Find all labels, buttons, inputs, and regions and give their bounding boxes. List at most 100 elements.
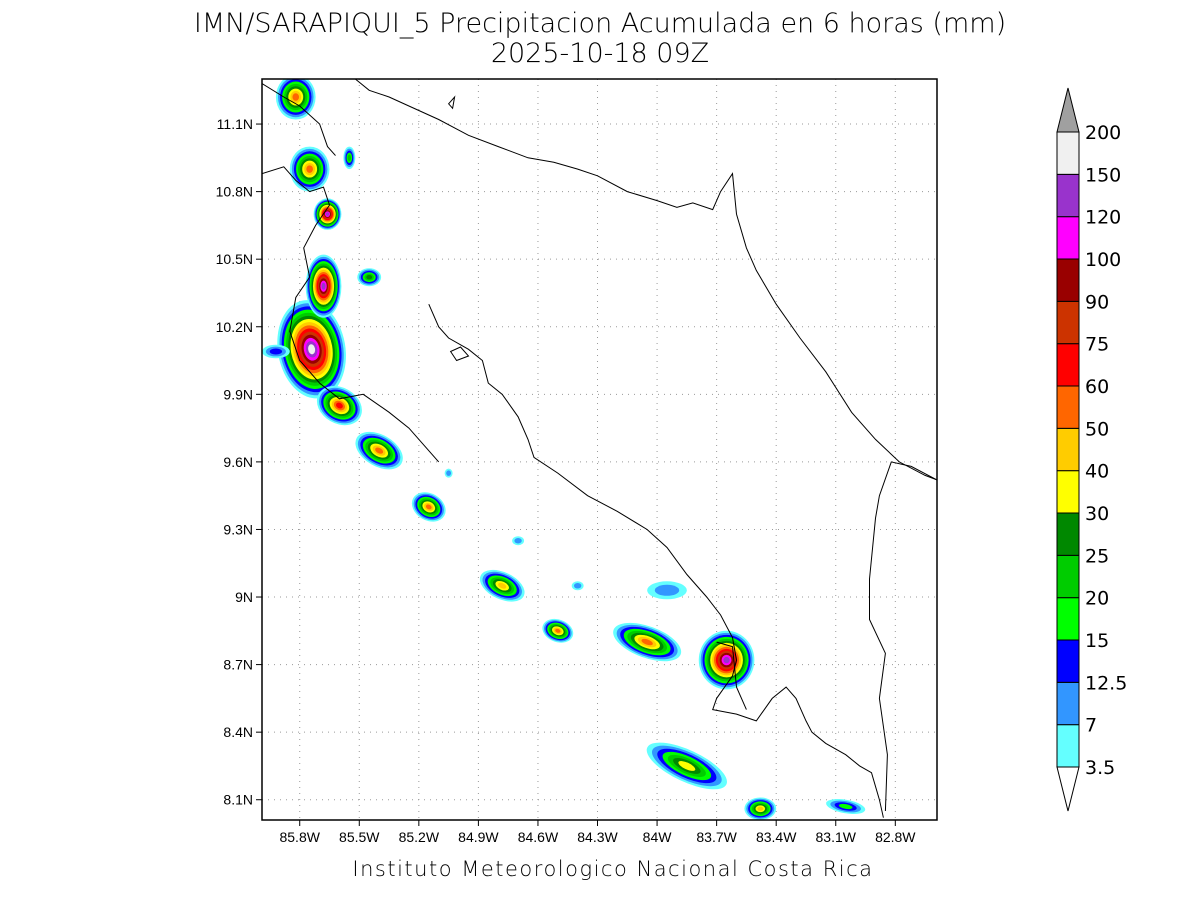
lat-tick-label: 9.9N [223, 386, 253, 402]
precip-cell [289, 146, 330, 192]
colorbar-swatch [1056, 597, 1080, 641]
colorbar-label: 30 [1085, 503, 1109, 525]
colorbar-swatch [1056, 639, 1080, 683]
colorbar-swatch [1056, 131, 1080, 175]
precip-contour [446, 470, 452, 476]
precip-cell [277, 300, 346, 399]
lat-tick-label: 9.3N [223, 521, 253, 537]
coastline [428, 303, 884, 818]
precip-cell [275, 79, 316, 120]
precip-cell [744, 797, 777, 820]
precip-contour [723, 656, 730, 664]
precip-cell [343, 146, 356, 170]
lat-tick-label: 10.5N [216, 251, 253, 267]
precip-contour [308, 344, 316, 355]
colorbar-label: 120 [1085, 207, 1121, 229]
colorbar-label: 50 [1085, 418, 1109, 440]
lat-tick-label: 10.2N [216, 319, 253, 335]
precip-contour [425, 504, 432, 510]
colorbar-label: 75 [1085, 334, 1109, 356]
colorbar-label: 25 [1085, 545, 1109, 567]
colorbar-swatch [1056, 554, 1080, 599]
precip-contour [641, 638, 653, 646]
precip-cell [479, 569, 525, 602]
map-valid-time: 2025-10-18 09Z [491, 38, 709, 69]
lat-tick-label: 8.1N [223, 792, 253, 808]
colorbar-swatch [1056, 724, 1080, 768]
map-frame [261, 78, 938, 821]
colorbar-swatch [1056, 470, 1080, 514]
precip-cell [698, 630, 755, 690]
precip-cell [357, 268, 382, 287]
colorbar-under-arrow [1056, 766, 1080, 812]
colorbar-label: 200 [1085, 122, 1121, 144]
footer-credit: Instituto Meteorologico Nacional Costa R… [352, 857, 873, 881]
lat-tick-label: 10.8N [216, 184, 253, 200]
lat-tick-label: 8.4N [223, 724, 253, 740]
colorbar-label: 100 [1085, 249, 1121, 271]
precip-contour [375, 447, 384, 454]
precip-contour [514, 537, 522, 544]
colorbar-label: 90 [1085, 291, 1109, 313]
lon-tick-label: 84W [643, 829, 673, 845]
colorbar-swatch [1056, 385, 1080, 429]
lat-tick-label: 9N [235, 589, 253, 605]
precip-contour [838, 803, 853, 810]
colorbar-label: 20 [1085, 588, 1109, 610]
coastline [354, 79, 937, 481]
lon-tick-label: 85.2W [399, 829, 440, 845]
lon-tick-label: 82.8W [875, 829, 916, 845]
precip-contour [321, 282, 326, 290]
colorbar-swatch [1056, 343, 1080, 387]
precip-cell [826, 798, 866, 814]
colorbar-label: 40 [1085, 461, 1109, 483]
precip-cell [444, 468, 453, 478]
colorbar-label: 7 [1085, 715, 1097, 737]
island [447, 95, 456, 110]
lat-tick-label: 8.7N [223, 657, 253, 673]
latitude-ticks: 11.1N 10.8N 10.5N 10.2N 9.9N 9.6N 9.3N 9N 8.7N 8.… [216, 116, 262, 808]
country-border [716, 641, 747, 710]
precipitation-field [262, 79, 866, 820]
precip-contour [555, 628, 561, 633]
precip-contour [654, 584, 680, 596]
precip-cell [542, 618, 574, 643]
island [449, 346, 470, 362]
colorbar-over-arrow [1056, 87, 1080, 133]
precip-cell [262, 344, 290, 359]
precip-cell [512, 536, 525, 546]
precip-cell [355, 431, 403, 470]
colorbar-label: 150 [1085, 164, 1121, 186]
precip-cell [313, 198, 342, 230]
lon-tick-label: 85.5W [339, 829, 380, 845]
colorbar-label: 15 [1085, 630, 1109, 652]
colorbar-label: 12.5 [1085, 672, 1127, 694]
colorbar-swatch [1056, 681, 1080, 726]
lon-tick-label: 83.4W [756, 829, 797, 845]
country-border [869, 461, 937, 812]
lat-tick-label: 9.6N [223, 454, 253, 470]
precip-contour [269, 348, 283, 355]
lon-tick-label: 84.3W [577, 829, 618, 845]
precip-contour [306, 165, 313, 173]
precip-contour [498, 582, 507, 589]
precip-contour [757, 806, 764, 811]
precip-cell [571, 581, 584, 591]
colorbar-swatch [1056, 216, 1080, 260]
colorbar-swatch [1056, 512, 1080, 556]
precip-cell [646, 742, 727, 790]
lon-tick-label: 84.9W [458, 829, 499, 845]
colorbar-legend: 3.5 7 12.5 15 20 25 30 40 50 60 75 90 100 120 150 200 [1056, 87, 1127, 812]
colorbar-swatch [1056, 427, 1080, 472]
colorbar-swatch [1056, 300, 1080, 345]
precip-cell [613, 622, 682, 662]
longitude-ticks: 85.8W 85.5W 85.2W 84.9W 84.6W 84.3W 84W 83.7W 83… [279, 820, 916, 845]
precip-contour [678, 761, 696, 771]
coastline-layer [262, 79, 937, 818]
colorbar-label: 60 [1085, 376, 1109, 398]
precip-contour [347, 154, 352, 162]
precip-cell [305, 254, 342, 318]
colorbar-label: 3.5 [1085, 757, 1115, 779]
coastline [262, 83, 336, 156]
